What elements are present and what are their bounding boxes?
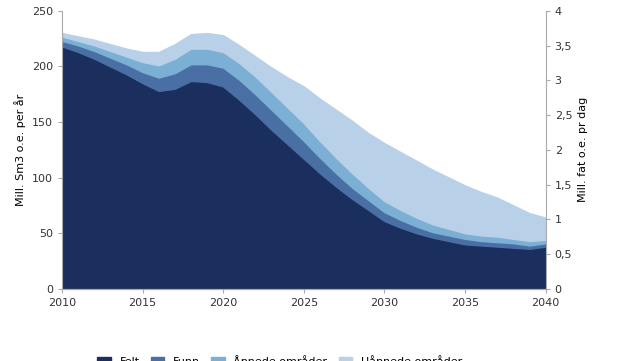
Legend: Felt, Funn, Åpnede områder, Uåpnede områder: Felt, Funn, Åpnede områder, Uåpnede områ… [97,355,462,361]
Y-axis label: Mill. fat o.e. pr dag: Mill. fat o.e. pr dag [578,97,588,203]
Y-axis label: Mill. Sm3 o.e. per år: Mill. Sm3 o.e. per år [14,94,26,206]
